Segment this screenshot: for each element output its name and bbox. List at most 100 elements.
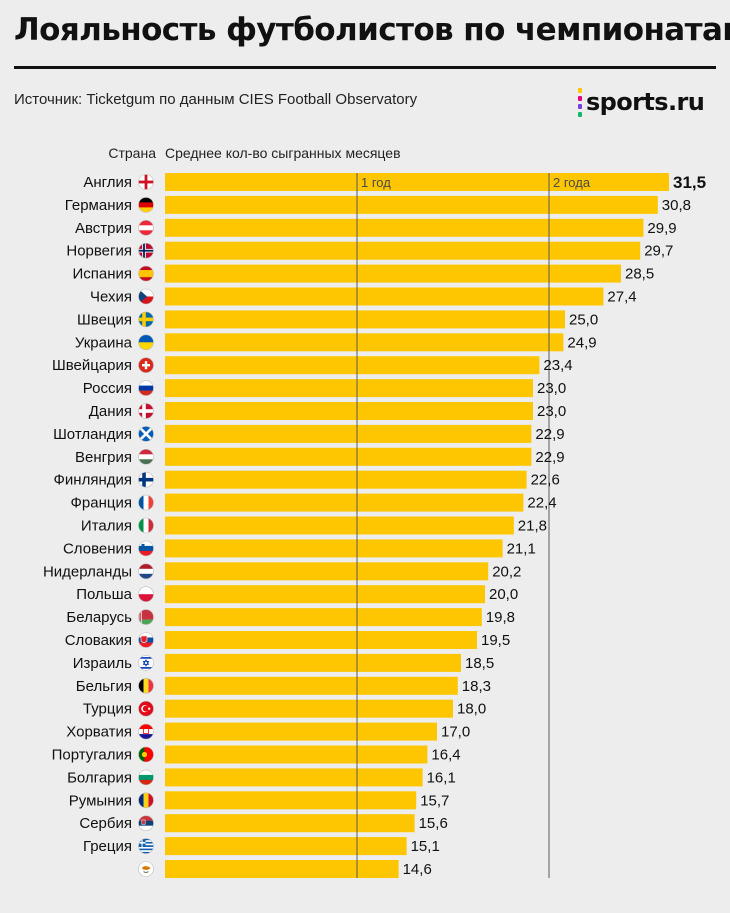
reference-line-label: 1 год: [361, 175, 391, 190]
bar: [165, 768, 423, 787]
source-note: Источник: Ticketgum по данным CIES Footb…: [14, 91, 418, 108]
country-label: Австрия: [75, 220, 132, 237]
value-label: 22,9: [535, 426, 564, 443]
country-label: Румыния: [69, 792, 132, 809]
country-label: Венгрия: [75, 449, 132, 466]
country-label: Россия: [83, 380, 132, 397]
reference-lines: 1 год 2 года: [356, 173, 591, 878]
france-flag-icon: [138, 494, 154, 511]
bar: [165, 562, 489, 581]
bar: [165, 631, 477, 649]
chart-title: Лояльность футболистов по чемпионатам: [14, 12, 730, 48]
country-label: Словения: [63, 540, 132, 557]
country-label: Португалия: [52, 747, 132, 764]
bar: [165, 173, 669, 191]
israel-flag-icon: [138, 655, 154, 671]
bar: [165, 860, 399, 878]
sports-ru-logo: sports.ru: [578, 84, 705, 120]
country-label: Болгария: [67, 769, 132, 786]
value-label: 29,9: [647, 220, 676, 237]
country-label: Украина: [75, 334, 133, 351]
belarus-flag-icon: [138, 609, 154, 625]
value-label: 15,6: [419, 815, 448, 832]
portugal-flag-icon: [138, 746, 154, 763]
hungary-flag-icon: [138, 448, 154, 465]
logo-dot: [578, 87, 582, 93]
flags-group: [138, 174, 154, 877]
country-labels: Англия Германия Австрия Норвегия Испания Чехи…: [43, 174, 133, 855]
value-label: 15,1: [411, 838, 440, 855]
netherlands-flag-icon: [138, 563, 154, 580]
bulgaria-flag-icon: [138, 769, 154, 786]
country-label: Англия: [83, 174, 132, 191]
bar: [165, 310, 565, 329]
switzerland-flag-icon: [138, 357, 154, 374]
country-label: Нидерланды: [43, 563, 132, 580]
reference-line-label: 2 года: [553, 175, 591, 190]
value-label: 20,2: [492, 563, 521, 580]
bar: [165, 837, 407, 856]
bar: [165, 470, 527, 489]
column-header-metric: Среднее кол-во сыгранных месяцев: [165, 145, 401, 161]
value-label: 31,5: [673, 173, 706, 192]
country-label: Финляндия: [54, 472, 132, 489]
slovakia-flag-icon: [138, 632, 154, 648]
poland-flag-icon: [138, 586, 154, 603]
value-label: 17,0: [441, 724, 470, 741]
bar: [165, 722, 437, 741]
value-label: 23,0: [537, 380, 566, 397]
country-label: Норвегия: [66, 243, 132, 260]
england-flag-icon: [138, 174, 154, 190]
value-label: 16,4: [431, 747, 460, 764]
scotland-flag-icon: [138, 426, 154, 442]
value-label: 22,9: [535, 449, 564, 466]
value-label: 22,6: [531, 472, 560, 489]
country-label: Чехия: [90, 289, 132, 306]
bar: [165, 264, 621, 283]
bar: [165, 676, 458, 695]
denmark-flag-icon: [138, 403, 154, 419]
country-label: Швеция: [77, 311, 132, 328]
country-label: Дания: [89, 403, 132, 420]
sweden-flag-icon: [138, 311, 154, 328]
value-label: 23,0: [537, 403, 566, 420]
country-label: Израиль: [73, 655, 132, 672]
bar: [165, 379, 533, 398]
value-label: 21,1: [507, 540, 536, 557]
country-label: Шотландия: [53, 426, 132, 443]
country-label: Беларусь: [66, 609, 132, 626]
logo-dot: [578, 95, 582, 101]
country-label: Словакия: [65, 632, 132, 649]
bar: [165, 653, 461, 672]
finland-flag-icon: [138, 471, 154, 488]
value-label: 24,9: [567, 334, 596, 351]
bar: [165, 356, 540, 375]
bar: [165, 218, 644, 237]
logo-text: sports.ru: [586, 88, 705, 116]
value-label: 30,8: [662, 197, 691, 214]
czechia-flag-icon: [138, 288, 154, 305]
value-label: 25,0: [569, 311, 598, 328]
bar: [165, 287, 604, 306]
italy-flag-icon: [138, 517, 154, 534]
bar: [165, 447, 532, 466]
value-label: 18,5: [465, 655, 494, 672]
bar: [165, 745, 428, 764]
austria-flag-icon: [138, 220, 154, 236]
slovenia-flag-icon: [138, 540, 154, 557]
germany-flag-icon: [138, 197, 154, 213]
bar: [165, 539, 503, 558]
title-underline: [14, 66, 716, 69]
value-label: 23,4: [543, 357, 572, 374]
turkey-flag-icon: [138, 700, 154, 717]
bar: [165, 493, 524, 512]
romania-flag-icon: [138, 792, 154, 809]
country-label: Хорватия: [66, 724, 132, 741]
logo-dot: [578, 103, 582, 109]
bar: [165, 241, 641, 260]
value-label: 29,7: [644, 243, 673, 260]
serbia-flag-icon: [138, 815, 154, 832]
bar: [165, 791, 417, 810]
country-label: Франция: [71, 495, 132, 512]
